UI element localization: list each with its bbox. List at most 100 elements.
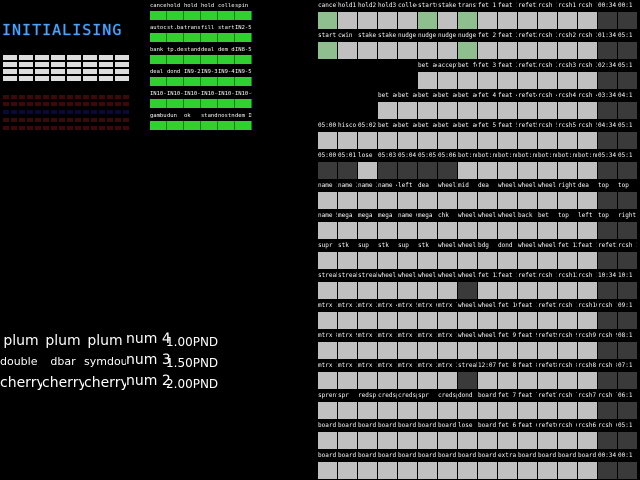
lamp-cell[interactable]: board 6: [418, 420, 437, 450]
lamp-cell[interactable]: board 7: [438, 420, 457, 450]
lamp-cell[interactable]: bot:nm: [518, 150, 537, 180]
lamp-cell[interactable]: stk: [418, 240, 437, 270]
lamp-cell[interactable]: rcsh13: [558, 270, 577, 300]
lamp-cell[interactable]: credspr: [438, 390, 457, 420]
lamp-cell[interactable]: rcsh 5: [538, 120, 557, 150]
lamp-cell[interactable]: [358, 90, 377, 120]
lamp-cell[interactable]: board 20: [558, 450, 577, 480]
lamp-cell[interactable]: mtrx 14: [438, 330, 457, 360]
lamp-cell[interactable]: wheel 18: [458, 330, 477, 360]
lamp-cell[interactable]: mega: [418, 210, 437, 240]
lamp-cell[interactable]: refet2: [518, 30, 537, 60]
lamp-cell[interactable]: board 11: [358, 450, 377, 480]
lamp-cell[interactable]: wheel 6: [538, 240, 557, 270]
lamp-cell[interactable]: mtrx 17: [358, 360, 377, 390]
lamp-cell[interactable]: rcsh5: [558, 120, 577, 150]
lamp-cell[interactable]: fet 10: [498, 300, 517, 330]
lamp-cell[interactable]: bot:nm: [538, 150, 557, 180]
lamp-cell[interactable]: bet ad7: [378, 120, 397, 150]
lamp-cell[interactable]: mtrx 2: [338, 300, 357, 330]
lamp-cell[interactable]: right: [558, 180, 577, 210]
lamp-cell[interactable]: hold3: [378, 0, 397, 30]
lamp-cell[interactable]: rcsh 4: [538, 90, 557, 120]
lamp-cell[interactable]: top: [598, 180, 617, 210]
lamp-cell[interactable]: mega: [358, 210, 377, 240]
lamp-cell[interactable]: 00:1: [618, 450, 637, 480]
lamp-cell[interactable]: board 4: [378, 420, 397, 450]
lamp-cell[interactable]: streak: [358, 270, 377, 300]
lamp-cell[interactable]: bet fet: [458, 60, 477, 90]
lamp-cell[interactable]: board: [478, 390, 497, 420]
lamp-cell[interactable]: 04:1: [618, 90, 637, 120]
lamp-cell[interactable]: rcsh 4:1: [578, 90, 597, 120]
lamp-cell[interactable]: mtrx 12: [398, 330, 417, 360]
lamp-cell[interactable]: [338, 60, 357, 90]
lamp-cell[interactable]: refet9: [538, 330, 557, 360]
lamp-cell[interactable]: wheel 3: [478, 210, 497, 240]
lamp-cell[interactable]: mtrx 3: [358, 300, 377, 330]
lamp-cell[interactable]: 09:1: [618, 300, 637, 330]
lamp-cell[interactable]: 08:1: [618, 330, 637, 360]
lamp-cell[interactable]: 05:00: [318, 120, 337, 150]
lamp-cell[interactable]: mtrx 4: [378, 300, 397, 330]
lamp-cell[interactable]: rcsh1: [558, 0, 577, 30]
lamp-cell[interactable]: 07:1: [618, 360, 637, 390]
lamp-cell[interactable]: transfer: [458, 0, 477, 30]
lamp-cell[interactable]: wheel 5: [458, 240, 477, 270]
lamp-cell[interactable]: sup: [358, 240, 377, 270]
lamp-cell[interactable]: name 4: [378, 180, 397, 210]
lamp-cell[interactable]: feat 9: [518, 330, 537, 360]
lamp-cell[interactable]: fet 1: [478, 0, 497, 30]
lamp-cell[interactable]: feat 5: [498, 120, 517, 150]
lamp-cell[interactable]: fet 5: [478, 120, 497, 150]
lamp-cell[interactable]: chk: [438, 210, 457, 240]
lamp-cell[interactable]: rcsh9: [578, 330, 597, 360]
lamp-cell[interactable]: top: [618, 180, 637, 210]
lamp-cell[interactable]: 04:34: [598, 120, 617, 150]
lamp-cell[interactable]: rcsh 13: [538, 270, 557, 300]
lamp-cell[interactable]: 05:1: [618, 420, 637, 450]
lamp-cell[interactable]: fet 6: [498, 420, 517, 450]
lamp-cell[interactable]: refet7: [538, 390, 557, 420]
lamp-cell[interactable]: left: [578, 210, 597, 240]
lamp-cell[interactable]: refet4: [518, 90, 537, 120]
lamp-cell[interactable]: board 19: [538, 450, 557, 480]
lamp-cell[interactable]: credspr: [378, 390, 397, 420]
lamp-cell[interactable]: mtrx 5: [398, 300, 417, 330]
lamp-cell[interactable]: mtrx 7: [438, 300, 457, 330]
lamp-cell[interactable]: 02:34: [598, 60, 617, 90]
lamp-cell[interactable]: bet ad3: [398, 90, 417, 120]
lamp-cell[interactable]: rcsh 7:1: [598, 390, 617, 420]
lamp-cell[interactable]: rcsh 7: [558, 390, 577, 420]
lamp-cell[interactable]: 03:34: [598, 90, 617, 120]
lamp-cell[interactable]: dond: [458, 390, 477, 420]
lamp-cell[interactable]: bet ad8: [398, 120, 417, 150]
lamp-cell[interactable]: refet10: [538, 300, 557, 330]
lamp-cell[interactable]: mtrx 21: [438, 360, 457, 390]
lamp-cell[interactable]: 05:04: [398, 150, 417, 180]
lamp-cell[interactable]: wheel 1: [498, 180, 517, 210]
lamp-cell[interactable]: board 9: [318, 450, 337, 480]
lamp-cell[interactable]: rcsh 10: [558, 300, 577, 330]
lamp-cell[interactable]: wheel 18: [438, 270, 457, 300]
lamp-cell[interactable]: wheel 7: [378, 270, 397, 300]
lamp-cell[interactable]: 05:1: [618, 120, 637, 150]
lamp-cell[interactable]: 05:1: [618, 150, 637, 180]
lamp-cell[interactable]: wheel 2: [538, 180, 557, 210]
lamp-cell[interactable]: [358, 60, 377, 90]
lamp-cell[interactable]: feat 13: [498, 270, 517, 300]
lamp-cell[interactable]: nudge: [438, 30, 457, 60]
lamp-cell[interactable]: mtrx 16: [338, 360, 357, 390]
lamp-cell[interactable]: feat 6: [518, 420, 537, 450]
lamp-cell[interactable]: wheel 10: [498, 210, 517, 240]
lamp-cell[interactable]: wheel 19: [458, 300, 477, 330]
lamp-cell[interactable]: wheel 18: [458, 270, 477, 300]
lamp-cell[interactable]: mtrx 15: [318, 360, 337, 390]
lamp-cell[interactable]: 10:1: [618, 270, 637, 300]
lamp-cell[interactable]: 05:1: [618, 30, 637, 60]
lamp-cell[interactable]: rcsh 9:1: [598, 330, 617, 360]
lamp-cell[interactable]: board 15: [438, 450, 457, 480]
lamp-cell[interactable]: wheel 19: [478, 330, 497, 360]
lamp-cell[interactable]: mtrx 11: [378, 330, 397, 360]
